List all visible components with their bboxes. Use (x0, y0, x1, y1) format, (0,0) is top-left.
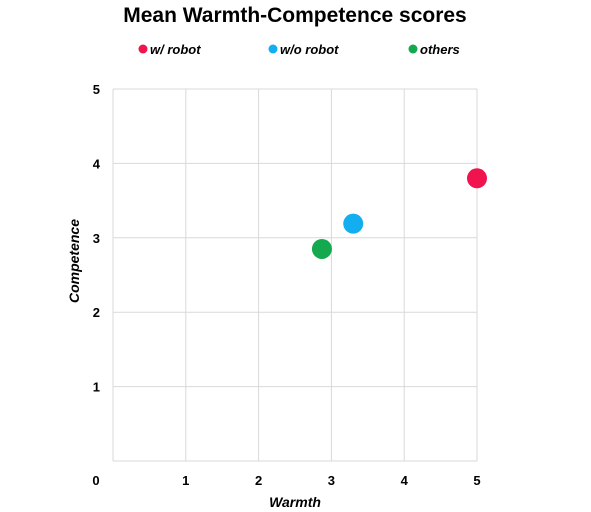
x-tick-label: 0 (92, 473, 99, 488)
gridlines (112, 88, 478, 462)
legend-label-wo-robot: w/o robot (280, 42, 339, 57)
legend-marker-others (408, 44, 418, 54)
legend-label-w-robot: w/ robot (150, 42, 201, 57)
x-tick-label: 5 (473, 473, 480, 488)
y-axis-label: Competence (66, 219, 82, 303)
legend-marker-wo-robot (268, 44, 278, 54)
y-tick-label: 5 (93, 82, 100, 97)
x-tick-label: 3 (328, 473, 335, 488)
x-tick-label: 4 (401, 473, 409, 488)
x-tick-label: 1 (182, 473, 189, 488)
data-point-others (311, 238, 332, 259)
data-point-w-robot (467, 168, 487, 189)
y-tick-label: 3 (93, 231, 100, 246)
legend: w/ robot w/o robot others (138, 42, 460, 57)
tick-labels: 0 1 2 3 4 5 1 2 3 4 5 (92, 82, 480, 488)
x-axis-label: Warmth (269, 494, 321, 510)
y-tick-label: 1 (93, 380, 100, 395)
x-tick-label: 2 (255, 473, 262, 488)
chart-title: Mean Warmth-Competence scores (123, 4, 466, 27)
legend-label-others: others (420, 42, 460, 57)
data-points (311, 168, 487, 259)
legend-marker-w-robot (138, 44, 148, 54)
y-tick-label: 2 (93, 305, 100, 320)
data-point-w-o-robot (343, 213, 364, 234)
y-tick-label: 4 (93, 156, 101, 171)
